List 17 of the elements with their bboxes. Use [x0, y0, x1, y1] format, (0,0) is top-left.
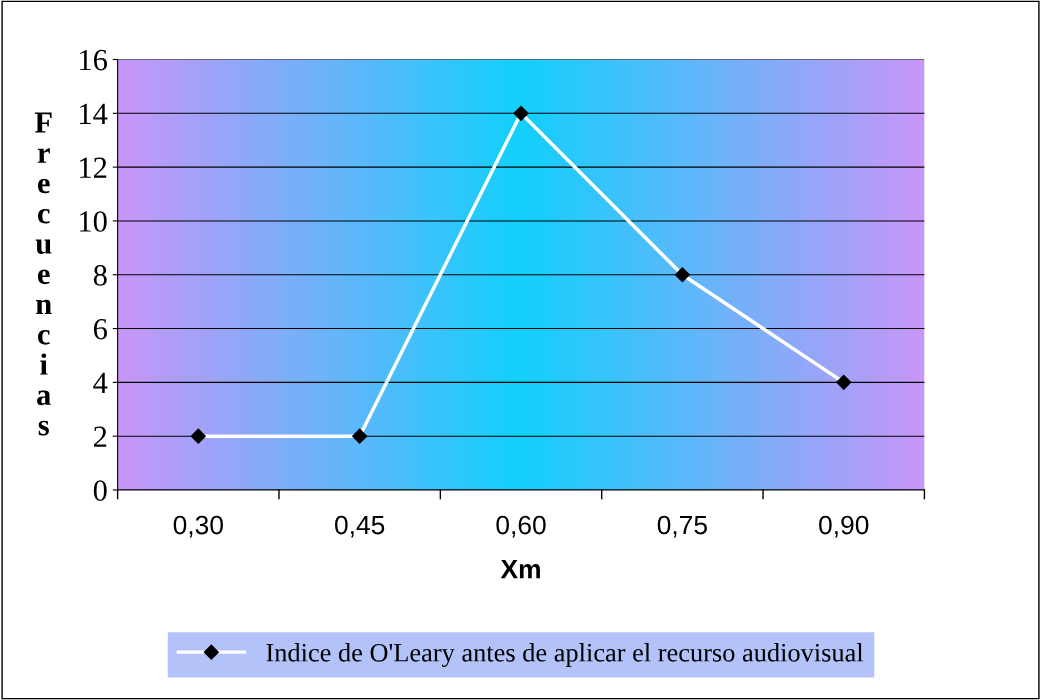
y-tick-label: 12 [80, 157, 107, 178]
x-tick-label: 0,30 [173, 515, 223, 538]
x-tick-label: 0,75 [657, 515, 707, 538]
x-tick-label: 0,60 [496, 515, 546, 538]
y-tick-label: 10 [80, 211, 107, 232]
x-axis-title: Xm [500, 560, 540, 579]
x-tick-label: 0,45 [335, 515, 385, 538]
y-tick-label: 14 [80, 103, 108, 124]
y-tick-label: 6 [93, 318, 107, 340]
y-tick-label: 4 [93, 372, 108, 393]
text: Frecuencias [34, 112, 52, 436]
y-tick-label: 0 [93, 480, 107, 501]
y-tick-label: 16 [80, 49, 107, 71]
legend-label: Indice de O'Leary antes de aplicar el recurso audiovisual [266, 643, 864, 668]
x-tick-label: 0,90 [819, 515, 869, 538]
y-tick-label: 8 [93, 265, 107, 286]
y-tick-label: 2 [93, 426, 107, 447]
